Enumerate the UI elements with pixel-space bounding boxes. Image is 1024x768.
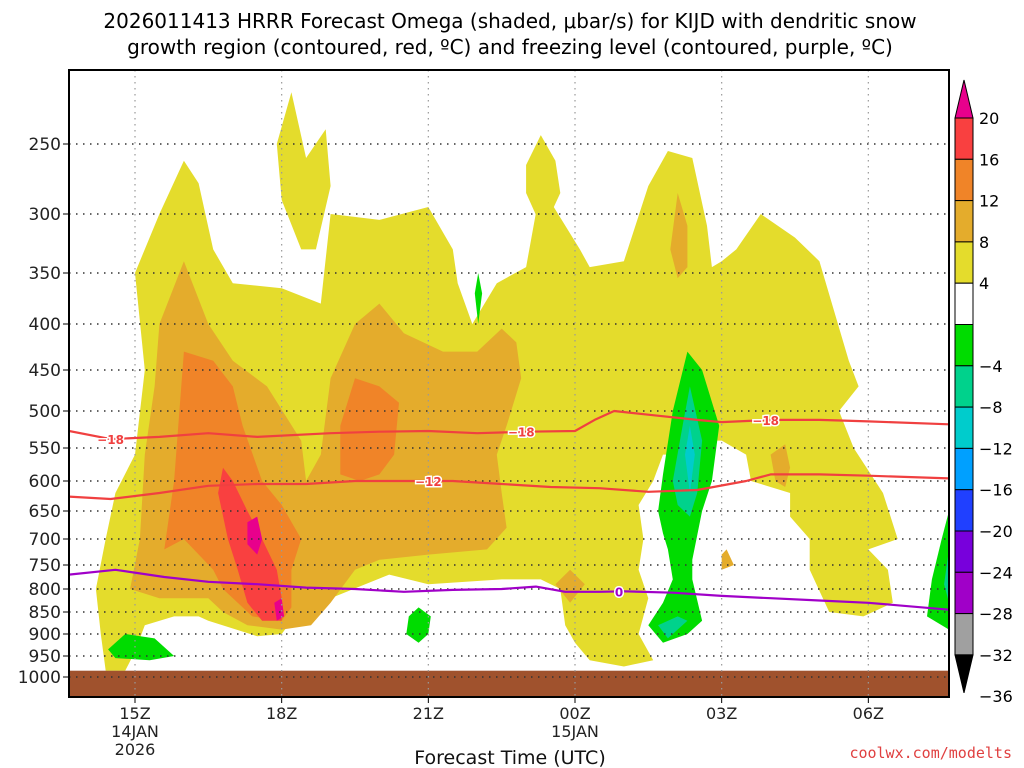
contour-line-2 [69, 568, 949, 611]
omega-region-19 [474, 273, 483, 324]
y-tick-label: 900 [29, 625, 61, 645]
x-tick-label: 14JAN [111, 722, 159, 741]
omega-region-12 [721, 549, 734, 570]
colorbar: 20 16 12 8 4 −4 −8 −12 −16 −20 −24 −28 −32 −36 [954, 79, 1013, 706]
y-tick-label: 300 [29, 205, 61, 225]
colorbar-swatch [954, 241, 974, 284]
contour-label: −18 [752, 414, 779, 428]
colorbar-swatch [954, 489, 974, 532]
y-tick-label: 700 [29, 530, 61, 550]
colorbar-swatch [954, 365, 974, 408]
omega-region-10 [670, 193, 688, 279]
x-axis-title: Forecast Time (UTC) [414, 747, 605, 768]
x-tick-label: 18Z [266, 704, 297, 723]
colorbar-swatch [954, 406, 974, 449]
x-tick-label: 03Z [706, 704, 737, 723]
omega-region-1 [276, 92, 331, 250]
contour-line-1 [69, 473, 949, 501]
colorbar-label: −32 [979, 646, 1013, 665]
omega-region-17 [108, 634, 175, 661]
x-tick-label: 2026 [115, 740, 156, 759]
colorbar-label: −28 [979, 605, 1013, 624]
y-tick-label: 500 [29, 402, 61, 422]
contour-line-0 [69, 409, 949, 441]
colorbar-label: −20 [979, 522, 1013, 541]
omega-region-11 [770, 444, 791, 487]
colorbar-swatch [954, 158, 974, 202]
colorbar-top-arrow [954, 79, 974, 119]
y-tick-label: 550 [29, 439, 61, 459]
omega-region-5 [340, 378, 399, 481]
omega-region-16 [658, 616, 688, 639]
colorbar-swatch [954, 117, 974, 160]
y-tick-label: 950 [29, 647, 61, 667]
omega-region-20 [927, 511, 949, 630]
credit-link[interactable]: coolwx.com/modelts [849, 744, 1012, 762]
colorbar-label: −16 [979, 481, 1013, 500]
colorbar-swatch [954, 324, 974, 367]
omega-region-7 [247, 516, 263, 555]
colorbar-label: 16 [979, 150, 999, 169]
colorbar-label: −8 [979, 398, 1003, 417]
title-line-1: 2026011413 HRRR Forecast Omega (shaded, … [103, 9, 916, 33]
chart-title: 2026011413 HRRR Forecast Omega (shaded, … [103, 9, 916, 59]
omega-region-15 [685, 425, 695, 493]
plot-frame [68, 69, 950, 698]
y-tick-label: 650 [29, 502, 61, 522]
colorbar-label: −4 [979, 357, 1003, 376]
colorbar-label: 20 [979, 109, 999, 128]
colorbar-swatch [954, 200, 974, 243]
x-tick-label: 15JAN [551, 722, 599, 741]
colorbar-swatch [954, 530, 974, 573]
y-tick-label: 1000 [18, 668, 61, 688]
colorbar-swatch [954, 447, 974, 491]
terrain-below-ground [69, 670, 949, 697]
contour-label: 0 [615, 585, 623, 599]
y-tick-label: 750 [29, 556, 61, 576]
omega-region-21 [944, 549, 949, 603]
y-tick-label: 250 [29, 135, 61, 155]
temperature-contours: −18 −18 −18 −12 0 [69, 409, 949, 611]
colorbar-swatch [954, 571, 974, 615]
omega-region-8 [274, 598, 285, 621]
colorbar-swatch [954, 613, 974, 656]
y-axis-pressure: 2503003504004505005506006507007508008509… [18, 135, 69, 688]
x-tick-label: 15Z [119, 704, 150, 723]
y-tick-label: 800 [29, 580, 61, 600]
colorbar-label: −12 [979, 439, 1013, 458]
y-tick-label: 600 [29, 472, 61, 492]
x-tick-label: 21Z [413, 704, 444, 723]
colorbar-swatch [954, 282, 974, 326]
y-tick-label: 350 [29, 264, 61, 284]
x-tick-label: 06Z [853, 704, 884, 723]
contour-label: −18 [508, 426, 535, 440]
omega-region-2 [526, 135, 561, 226]
title-line-2: growth region (contoured, red, ºC) and f… [127, 35, 893, 59]
x-tick-label: 00Z [559, 704, 590, 723]
contour-label: −12 [415, 475, 442, 489]
omega-region-9 [555, 569, 585, 603]
y-tick-label: 450 [29, 361, 61, 381]
colorbar-label: 8 [979, 233, 989, 252]
colorbar-label: −24 [979, 563, 1013, 582]
contour-label: −18 [97, 433, 124, 447]
colorbar-label: 12 [979, 192, 999, 211]
colorbar-bottom-arrow [954, 654, 974, 694]
y-tick-label: 850 [29, 603, 61, 623]
colorbar-label: 4 [979, 274, 989, 293]
y-tick-label: 400 [29, 315, 61, 335]
colorbar-label: −36 [979, 687, 1013, 706]
